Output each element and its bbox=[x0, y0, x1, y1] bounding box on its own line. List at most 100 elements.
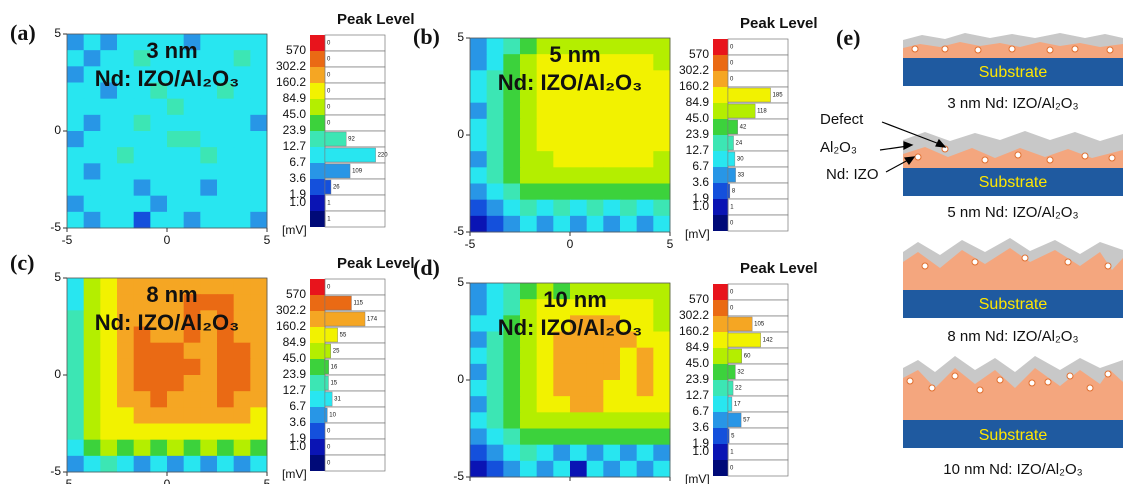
histogram-row bbox=[727, 443, 789, 461]
histogram-bar bbox=[727, 183, 731, 199]
colorbar-level: 45.0 bbox=[283, 351, 307, 365]
heatmap-cell bbox=[520, 299, 538, 316]
heatmap-cell bbox=[553, 283, 571, 300]
heatmap-cell bbox=[620, 70, 638, 87]
heatmap-cell bbox=[620, 331, 638, 349]
heatmap-cell bbox=[520, 135, 538, 152]
heatmap-cell bbox=[503, 70, 521, 87]
heatmap-cell bbox=[603, 428, 621, 446]
colorbar-level: 84.9 bbox=[283, 91, 307, 105]
heatmap-cell bbox=[117, 358, 135, 376]
colorbar-level: 45.0 bbox=[686, 111, 710, 125]
colorbar-swatch bbox=[713, 300, 728, 316]
heatmap-cell bbox=[603, 70, 621, 87]
heatmap-cell bbox=[167, 66, 185, 83]
heatmap-cell bbox=[653, 283, 671, 300]
histogram-bar bbox=[727, 428, 730, 444]
colorbar-level: 1.9 bbox=[289, 431, 306, 445]
heatmap-cell bbox=[553, 380, 571, 397]
caption: 3 nm Nd: IZO/Al₂O₃ bbox=[947, 95, 1078, 112]
colorbar-swatch bbox=[310, 343, 325, 359]
heatmap-cell bbox=[653, 135, 671, 152]
heatmap-cell bbox=[620, 102, 638, 120]
heatmap-cell bbox=[150, 278, 168, 295]
histogram-count: 0 bbox=[327, 73, 331, 79]
colorbar-swatch bbox=[310, 311, 325, 327]
colorbar-level: 84.9 bbox=[686, 340, 710, 354]
heatmap-cell bbox=[100, 326, 118, 344]
heatmap-cell bbox=[620, 135, 638, 152]
colorbar-swatch bbox=[310, 375, 325, 391]
x-tick-label: 0 bbox=[164, 233, 171, 247]
heatmap-cell bbox=[250, 82, 268, 100]
heatmap-cell bbox=[486, 363, 504, 381]
heatmap-cell bbox=[133, 423, 151, 441]
heatmap-cell bbox=[183, 326, 201, 344]
colorbar-level: 570 bbox=[689, 292, 709, 306]
heatmap-cell bbox=[553, 54, 571, 71]
heatmap-cell bbox=[636, 199, 654, 217]
histogram-row bbox=[727, 38, 789, 56]
heatmap-cell bbox=[250, 294, 268, 311]
heatmap-cell bbox=[183, 195, 201, 213]
heatmap-cell bbox=[183, 310, 201, 327]
x-tick-label: 0 bbox=[567, 237, 574, 251]
colorbar-title: Peak Level bbox=[337, 11, 415, 28]
heatmap-cell bbox=[653, 444, 671, 462]
heatmap-cell bbox=[133, 98, 151, 116]
heatmap-cell bbox=[167, 358, 185, 376]
colorbar-unit: [mV] bbox=[282, 223, 307, 237]
heatmap-cell bbox=[167, 294, 185, 311]
heatmap-cell bbox=[520, 315, 538, 332]
y-tick-label: -5 bbox=[453, 224, 464, 238]
heatmap-cell bbox=[470, 70, 488, 87]
heatmap-cell bbox=[620, 444, 638, 462]
heatmap-cell bbox=[167, 195, 185, 213]
y-tick-label: -5 bbox=[50, 464, 61, 478]
histogram-count: 142 bbox=[763, 338, 774, 344]
heatmap-cell bbox=[603, 412, 621, 429]
heatmap-cell bbox=[536, 183, 554, 201]
colorbar-swatch bbox=[713, 428, 728, 444]
heatmap-cell bbox=[553, 347, 571, 365]
heatmap-cell bbox=[250, 407, 268, 424]
colorbar-swatch bbox=[713, 284, 728, 300]
colorbar-level: 84.9 bbox=[686, 95, 710, 109]
heatmap-cell bbox=[150, 423, 168, 441]
colorbar-level: 84.9 bbox=[283, 335, 307, 349]
colorbar-title: Peak Level bbox=[740, 260, 818, 277]
heatmap-cell bbox=[570, 380, 588, 397]
heatmap-cell bbox=[603, 315, 621, 332]
heatmap-cell bbox=[653, 363, 671, 381]
colorbar-swatch bbox=[310, 147, 325, 163]
histogram-count: 0 bbox=[327, 57, 331, 63]
colorbar-swatch bbox=[713, 183, 728, 199]
heatmap-cell bbox=[167, 407, 185, 424]
heatmap-cell bbox=[217, 358, 235, 376]
heatmap-cell bbox=[83, 439, 101, 457]
heatmap-cell bbox=[503, 396, 521, 413]
colorbar-swatch bbox=[310, 51, 325, 67]
heatmap-cell bbox=[586, 151, 604, 168]
histogram-bar bbox=[727, 135, 734, 151]
heatmap-cell bbox=[520, 331, 538, 349]
colorbar-swatch bbox=[713, 316, 728, 332]
heatmap-cell bbox=[586, 54, 604, 71]
histogram-bar bbox=[324, 343, 331, 359]
heatmap-cell bbox=[183, 391, 201, 408]
heatmap-cell bbox=[100, 82, 118, 100]
heatmap-cell bbox=[117, 163, 135, 180]
heatmap-cell bbox=[620, 118, 638, 136]
heatmap-cell bbox=[117, 326, 135, 344]
heatmap-cell bbox=[183, 34, 201, 51]
heatmap-cell bbox=[133, 163, 151, 180]
colorbar-level: 23.9 bbox=[283, 123, 307, 137]
heatmap-cell bbox=[503, 199, 521, 217]
heatmap-cell bbox=[83, 66, 101, 83]
histogram-row bbox=[727, 299, 789, 317]
heatmap-cell bbox=[233, 179, 251, 197]
heatmap-cell bbox=[520, 70, 538, 87]
heatmap-cell bbox=[117, 310, 135, 327]
heatmap-cell bbox=[83, 294, 101, 311]
heatmap-cell bbox=[536, 199, 554, 217]
